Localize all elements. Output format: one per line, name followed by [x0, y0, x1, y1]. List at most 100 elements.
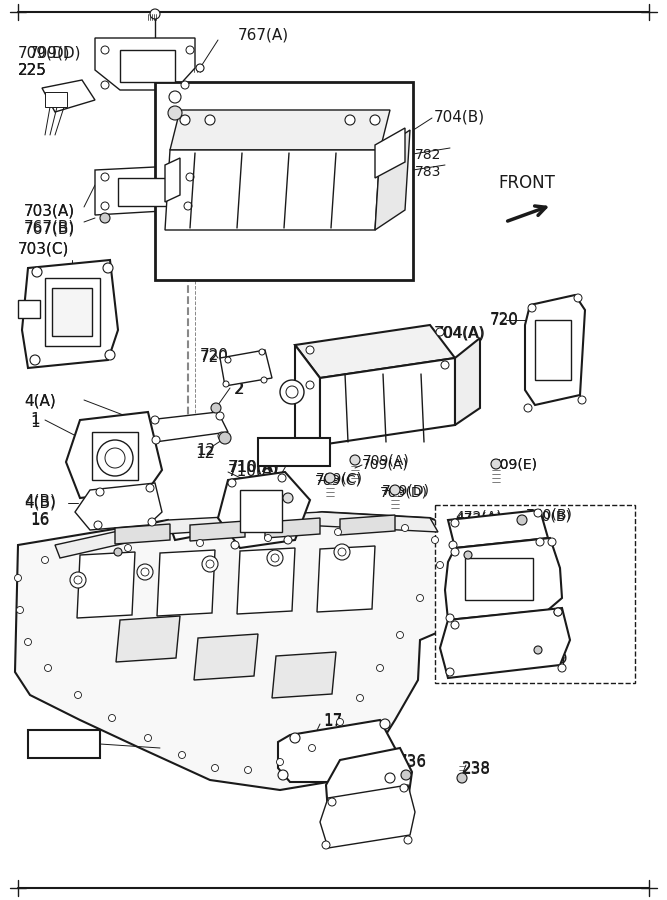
- Circle shape: [284, 536, 292, 544]
- Polygon shape: [170, 110, 390, 150]
- Polygon shape: [237, 548, 295, 614]
- Circle shape: [96, 488, 104, 496]
- Circle shape: [554, 608, 562, 616]
- Text: 709(D): 709(D): [18, 45, 71, 60]
- Circle shape: [345, 115, 355, 125]
- Circle shape: [464, 551, 472, 559]
- Circle shape: [400, 784, 408, 792]
- Circle shape: [225, 357, 231, 363]
- Circle shape: [41, 556, 49, 563]
- Circle shape: [280, 380, 304, 404]
- Polygon shape: [375, 130, 410, 230]
- Circle shape: [70, 572, 86, 588]
- Circle shape: [97, 440, 133, 476]
- Circle shape: [380, 719, 390, 729]
- Polygon shape: [326, 748, 412, 826]
- Polygon shape: [95, 165, 200, 215]
- Text: 709(E): 709(E): [492, 457, 538, 471]
- Circle shape: [271, 554, 279, 562]
- Circle shape: [152, 436, 160, 444]
- Circle shape: [334, 528, 342, 536]
- Circle shape: [350, 455, 360, 465]
- Text: 720: 720: [175, 220, 204, 235]
- Circle shape: [491, 459, 501, 469]
- Circle shape: [457, 773, 467, 783]
- Text: 12: 12: [196, 443, 215, 458]
- Text: 709(D): 709(D): [29, 46, 81, 61]
- Circle shape: [325, 473, 335, 483]
- Text: 709(D): 709(D): [382, 484, 430, 498]
- Text: 225: 225: [18, 63, 47, 78]
- Text: 472(B): 472(B): [480, 538, 527, 552]
- Circle shape: [259, 349, 265, 355]
- Bar: [45, 92, 67, 107]
- Polygon shape: [115, 524, 170, 544]
- Circle shape: [396, 632, 404, 638]
- Circle shape: [25, 638, 31, 645]
- Circle shape: [218, 432, 226, 440]
- Text: 709(A): 709(A): [363, 454, 410, 468]
- Polygon shape: [272, 652, 336, 698]
- Text: 710(B): 710(B): [526, 507, 573, 521]
- Text: 736: 736: [398, 754, 427, 769]
- Text: 4(B): 4(B): [24, 495, 56, 510]
- Circle shape: [228, 479, 236, 487]
- Circle shape: [184, 202, 192, 210]
- Polygon shape: [265, 518, 320, 538]
- Text: 4(B): 4(B): [24, 494, 56, 509]
- Circle shape: [202, 556, 218, 572]
- Circle shape: [309, 744, 315, 752]
- Circle shape: [278, 474, 286, 482]
- Polygon shape: [42, 80, 95, 112]
- Bar: [465, 558, 533, 600]
- Circle shape: [390, 485, 400, 495]
- Polygon shape: [295, 345, 320, 445]
- Circle shape: [148, 518, 156, 526]
- Text: 709(C): 709(C): [315, 474, 362, 488]
- Polygon shape: [194, 634, 258, 680]
- Circle shape: [554, 608, 562, 616]
- Bar: [18, 300, 40, 318]
- Text: 703(A): 703(A): [24, 204, 75, 219]
- Circle shape: [30, 355, 40, 365]
- Circle shape: [180, 115, 190, 125]
- Circle shape: [245, 767, 251, 773]
- Text: 767(A): 767(A): [238, 28, 289, 43]
- Bar: [45, 278, 100, 346]
- Circle shape: [109, 715, 115, 722]
- Circle shape: [146, 484, 154, 492]
- Polygon shape: [116, 616, 180, 662]
- Text: 2: 2: [235, 382, 245, 397]
- Circle shape: [449, 541, 457, 549]
- Text: 709(E): 709(E): [492, 458, 538, 472]
- Text: 720: 720: [175, 220, 204, 235]
- Circle shape: [45, 664, 51, 671]
- Text: 720: 720: [200, 350, 229, 365]
- Text: 703(C): 703(C): [18, 242, 69, 257]
- Text: 704(A): 704(A): [434, 325, 485, 340]
- Text: 703(A): 703(A): [24, 204, 75, 219]
- Text: 16: 16: [30, 512, 49, 527]
- Polygon shape: [95, 38, 195, 90]
- Text: 17: 17: [323, 714, 342, 729]
- Circle shape: [211, 764, 219, 771]
- Circle shape: [446, 614, 454, 622]
- Text: 783: 783: [415, 165, 442, 179]
- Circle shape: [451, 548, 459, 556]
- Polygon shape: [317, 546, 375, 612]
- Polygon shape: [220, 350, 272, 386]
- Text: 225: 225: [18, 63, 47, 78]
- Text: 1: 1: [30, 415, 39, 430]
- Polygon shape: [320, 358, 455, 445]
- Text: 17: 17: [323, 713, 342, 728]
- Polygon shape: [165, 158, 180, 202]
- Circle shape: [196, 64, 204, 72]
- Circle shape: [334, 544, 350, 560]
- Circle shape: [451, 519, 459, 527]
- Text: 783: 783: [197, 107, 223, 121]
- Circle shape: [517, 515, 527, 525]
- Circle shape: [197, 539, 203, 546]
- Circle shape: [328, 798, 336, 806]
- Text: 4(A): 4(A): [24, 394, 56, 409]
- Circle shape: [528, 304, 536, 312]
